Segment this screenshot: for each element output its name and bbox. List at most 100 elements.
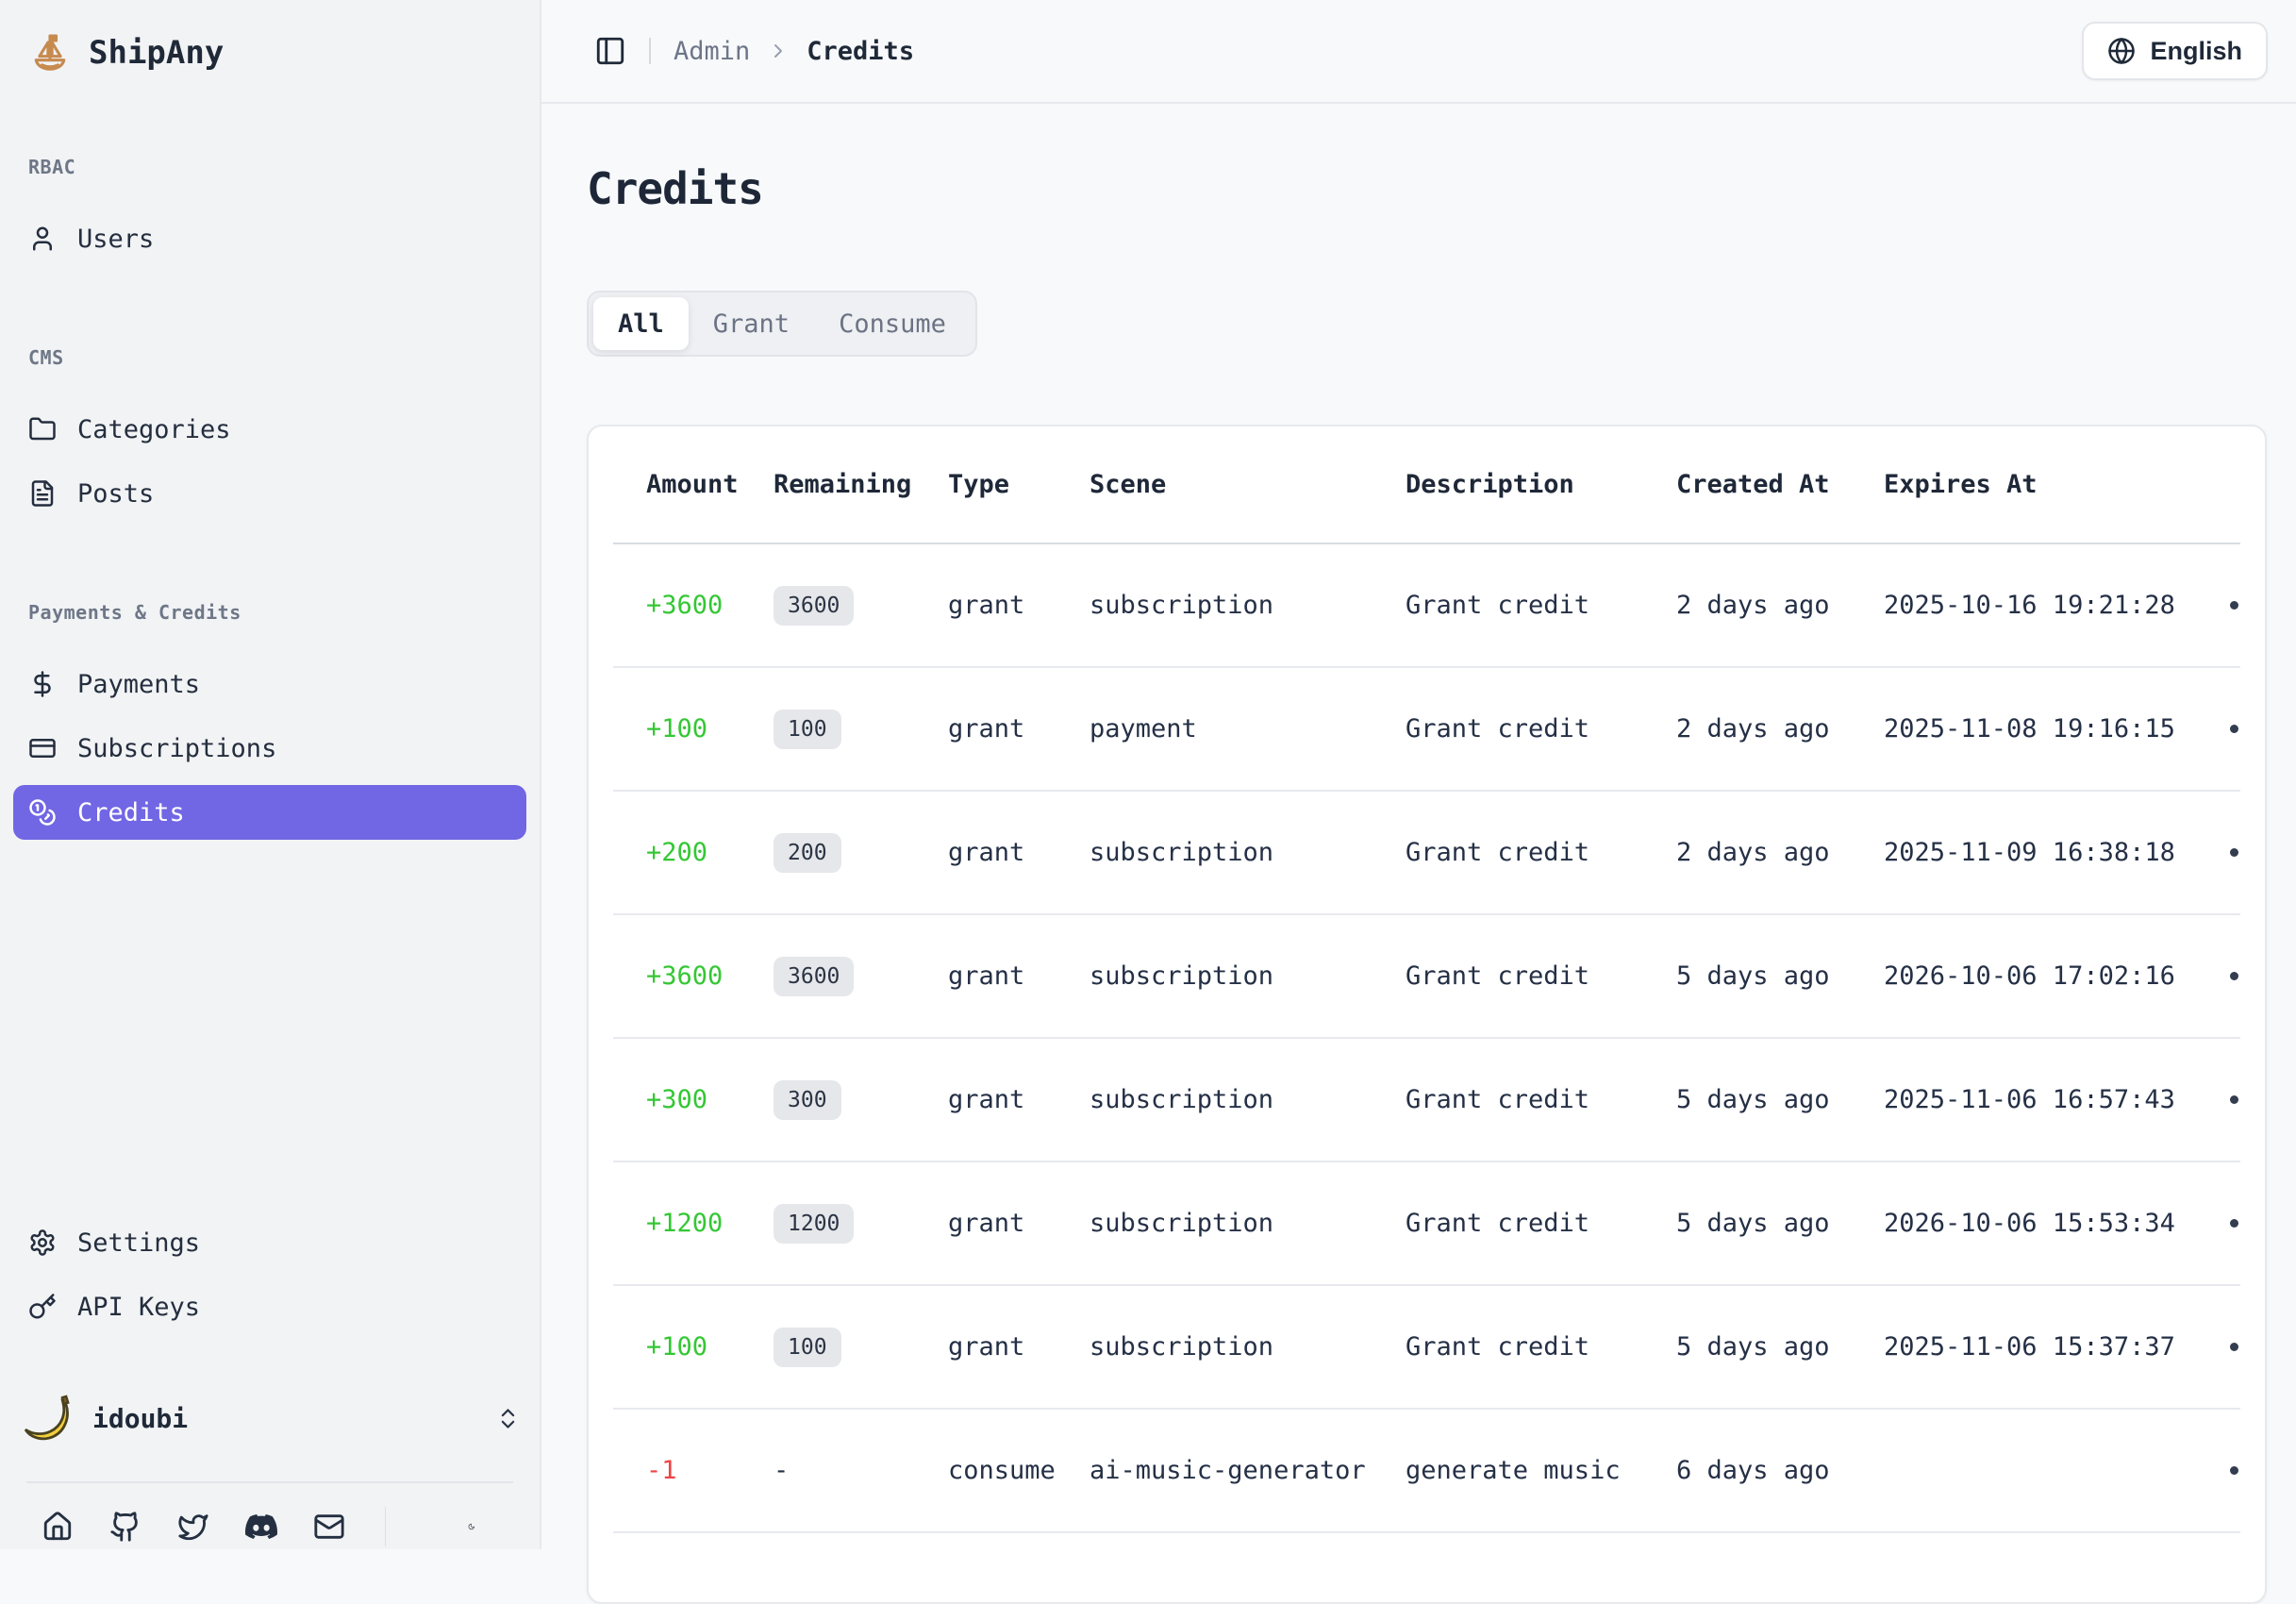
tab-consume[interactable]: Consume xyxy=(814,297,971,350)
sailboat-icon xyxy=(28,31,72,75)
cell-scene: ai-music-generator xyxy=(1090,1456,1406,1485)
sidebar-item-credits[interactable]: Credits xyxy=(13,785,526,840)
cell-amount: -1 xyxy=(646,1456,774,1485)
discord-icon[interactable] xyxy=(245,1511,277,1543)
sidebar-item-settings[interactable]: Settings xyxy=(13,1215,526,1270)
sidebar-item-label: API Keys xyxy=(77,1293,200,1322)
cell-description: Grant credit xyxy=(1406,1085,1676,1114)
column-header-type: Type xyxy=(948,470,1090,499)
remaining-badge: 100 xyxy=(774,1328,841,1367)
cell-scene: subscription xyxy=(1090,1085,1406,1114)
remaining-badge: 300 xyxy=(774,1080,841,1120)
cell-actions xyxy=(2190,1095,2240,1104)
cell-amount: +3600 xyxy=(646,591,774,620)
cell-expires-at: 2025-11-08 19:16:15 xyxy=(1884,714,2190,744)
tab-grant[interactable]: Grant xyxy=(689,297,814,350)
sidebar-item-subscriptions[interactable]: Subscriptions xyxy=(13,721,526,776)
sidebar-item-api-keys[interactable]: API Keys xyxy=(13,1279,526,1334)
breadcrumb-credits: Credits xyxy=(807,37,914,66)
banana-icon xyxy=(19,1392,72,1445)
cell-expires-at: 2025-11-09 16:38:18 xyxy=(1884,838,2190,867)
row-menu-dot[interactable] xyxy=(2230,725,2238,733)
globe-icon xyxy=(2107,37,2136,65)
key-icon xyxy=(28,1293,57,1321)
coins-icon xyxy=(28,798,57,827)
row-menu-dot[interactable] xyxy=(2230,1095,2238,1104)
cell-expires-at: 2025-11-06 15:37:37 xyxy=(1884,1332,2190,1362)
remaining-badge: 3600 xyxy=(774,586,854,626)
cell-description: Grant credit xyxy=(1406,961,1676,991)
column-header-scene: Scene xyxy=(1090,470,1406,499)
sidebar-item-users[interactable]: Users xyxy=(13,211,526,266)
remaining-badge: 100 xyxy=(774,710,841,749)
breadcrumb: Admin Credits xyxy=(674,37,914,66)
remaining-badge: 200 xyxy=(774,833,841,873)
cell-amount: +100 xyxy=(646,1332,774,1362)
cell-actions xyxy=(2190,1219,2240,1228)
cell-type: grant xyxy=(948,591,1090,620)
cell-amount: +3600 xyxy=(646,961,774,991)
sidebar-item-label: Categories xyxy=(77,415,231,444)
social-links-row xyxy=(42,1504,511,1549)
remaining-badge: 3600 xyxy=(774,957,854,996)
cell-remaining: 200 xyxy=(774,833,948,873)
cell-actions xyxy=(2190,1466,2240,1475)
cell-actions xyxy=(2190,1343,2240,1351)
github-icon[interactable] xyxy=(109,1511,141,1543)
cell-type: consume xyxy=(948,1456,1090,1485)
cell-created-at: 2 days ago xyxy=(1676,714,1884,744)
top-header: Admin Credits English xyxy=(541,0,2296,104)
cell-description: generate music xyxy=(1406,1456,1676,1485)
cell-actions xyxy=(2190,848,2240,857)
credit-card-icon xyxy=(28,734,57,762)
cell-created-at: 5 days ago xyxy=(1676,1332,1884,1362)
cell-actions xyxy=(2190,725,2240,733)
language-button[interactable]: English xyxy=(2082,22,2268,80)
breadcrumb-admin[interactable]: Admin xyxy=(674,37,750,66)
cell-remaining: 1200 xyxy=(774,1204,948,1244)
user-menu[interactable]: idoubi xyxy=(13,1389,526,1447)
cell-type: grant xyxy=(948,838,1090,867)
row-menu-dot[interactable] xyxy=(2230,848,2238,857)
cell-created-at: 2 days ago xyxy=(1676,591,1884,620)
cell-remaining: 100 xyxy=(774,710,948,749)
sidebar-item-posts[interactable]: Posts xyxy=(13,466,526,521)
cell-description: Grant credit xyxy=(1406,591,1676,620)
sidebar-item-label: Subscriptions xyxy=(77,734,276,763)
sidebar-item-label: Credits xyxy=(77,798,185,827)
row-menu-dot[interactable] xyxy=(2230,1343,2238,1351)
cell-description: Grant credit xyxy=(1406,1332,1676,1362)
cell-remaining: - xyxy=(774,1456,948,1485)
mail-icon[interactable] xyxy=(313,1511,345,1543)
remaining-text: - xyxy=(774,1456,789,1485)
cell-remaining: 300 xyxy=(774,1080,948,1120)
panel-left-icon[interactable] xyxy=(594,35,626,67)
sidebar-item-payments[interactable]: Payments xyxy=(13,657,526,711)
row-menu-dot[interactable] xyxy=(2230,601,2238,610)
cell-expires-at: 2026-10-06 17:02:16 xyxy=(1884,961,2190,991)
twitter-icon[interactable] xyxy=(177,1511,209,1543)
cell-expires-at: 2025-11-06 16:57:43 xyxy=(1884,1085,2190,1114)
row-menu-dot[interactable] xyxy=(2230,1466,2238,1475)
cell-amount: +1200 xyxy=(646,1209,774,1238)
sidebar-item-categories[interactable]: Categories xyxy=(13,402,526,457)
moon-icon[interactable] xyxy=(468,1510,475,1544)
cell-amount: +200 xyxy=(646,838,774,867)
user-icon xyxy=(28,225,57,253)
row-menu-dot[interactable] xyxy=(2230,972,2238,980)
tab-all[interactable]: All xyxy=(593,297,689,350)
home-icon[interactable] xyxy=(42,1511,74,1543)
row-menu-dot[interactable] xyxy=(2230,1219,2238,1228)
sidebar-bottom: Settings API Keys idoubi xyxy=(0,1215,540,1549)
app-logo[interactable]: ShipAny xyxy=(28,23,540,83)
